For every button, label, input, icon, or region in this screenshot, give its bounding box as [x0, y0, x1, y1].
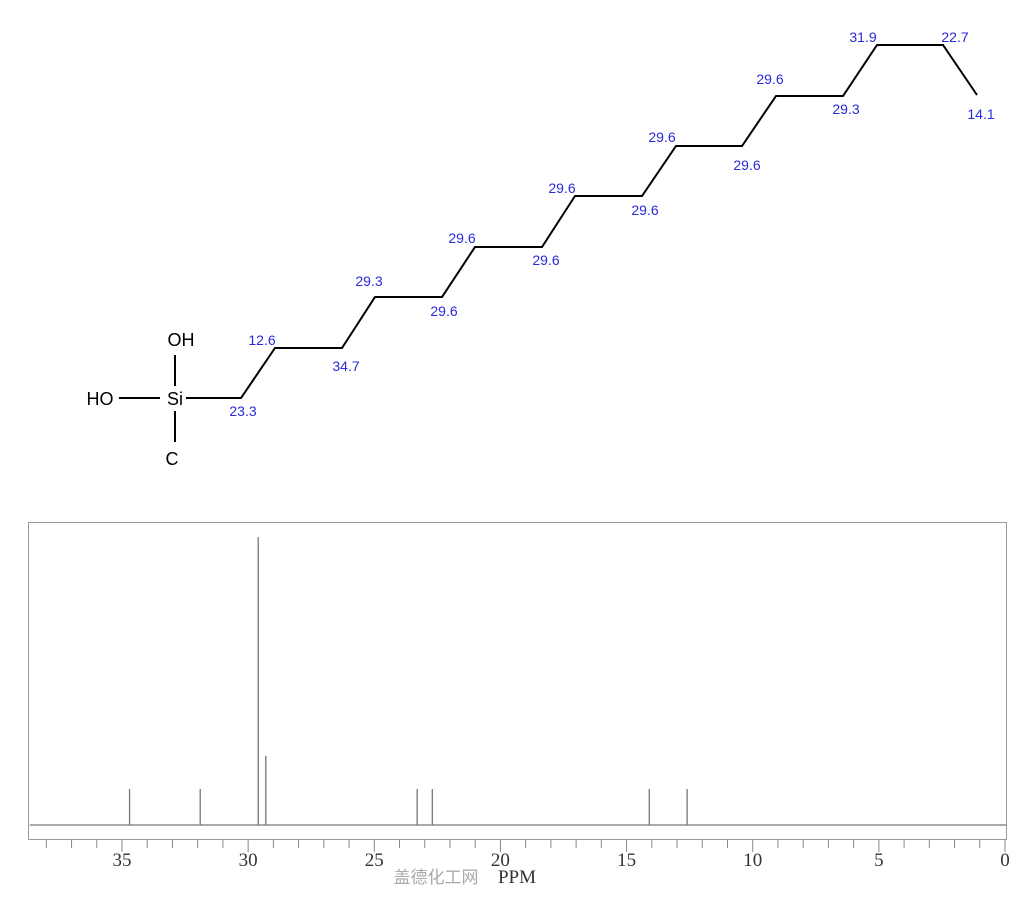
- x-tick-label: 15: [617, 850, 636, 871]
- shift-label: 29.3: [832, 101, 859, 117]
- x-tick-label: 25: [365, 850, 384, 871]
- shift-label: 29.6: [430, 303, 457, 319]
- molecule-structure: [119, 44, 978, 442]
- shift-label: 29.6: [532, 252, 559, 268]
- x-axis-label: PPM: [498, 867, 536, 888]
- shift-label: 29.6: [733, 157, 760, 173]
- shift-label: 22.7: [941, 29, 968, 45]
- x-tick-label: 0: [1000, 850, 1010, 871]
- atom-oh-top: OH: [168, 330, 195, 350]
- shift-label: 34.7: [332, 358, 359, 374]
- shift-label: 31.9: [849, 29, 876, 45]
- shift-label: 29.6: [548, 180, 575, 196]
- spectrum: 35 30 25 20 15 10 5 0 PPM 盖德化工网: [28, 522, 1010, 888]
- atom-c-bottom: C: [166, 449, 179, 469]
- x-tick-label: 10: [743, 850, 762, 871]
- shift-label: 12.6: [248, 332, 275, 348]
- shift-label: 29.3: [355, 273, 382, 289]
- shift-label: 29.6: [448, 230, 475, 246]
- plot-frame: [28, 522, 1007, 840]
- x-tick-label: 20: [491, 850, 510, 871]
- x-tick-label: 35: [113, 850, 132, 871]
- alkyl-chain-bonds: [186, 44, 978, 399]
- shift-labels: 23.3 12.6 34.7 29.3 29.6 29.6 29.6 29.6 29.6 29.6…: [229, 29, 994, 419]
- shift-label: 29.6: [756, 71, 783, 87]
- x-tick-label: 30: [239, 850, 258, 871]
- shift-label: 29.6: [631, 202, 658, 218]
- watermark: 盖德化工网: [394, 868, 479, 888]
- shift-label: 23.3: [229, 403, 256, 419]
- atom-si: Si: [167, 389, 183, 409]
- atom-ho-left: HO: [87, 389, 114, 409]
- x-tick-label: 5: [874, 850, 884, 871]
- shift-label: 14.1: [967, 106, 994, 122]
- shift-label: 29.6: [648, 129, 675, 145]
